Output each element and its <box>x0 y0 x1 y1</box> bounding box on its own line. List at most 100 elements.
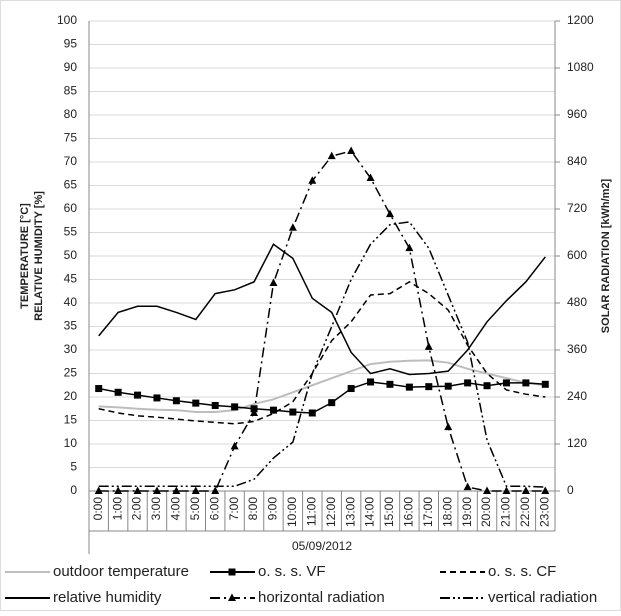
marker <box>308 176 317 184</box>
y-tick-label: 85 <box>64 84 78 98</box>
y2-tick-label: 240 <box>567 389 587 403</box>
legend-label: relative humidity <box>53 589 162 606</box>
marker <box>172 486 181 494</box>
y-tick-label: 20 <box>64 389 78 403</box>
marker <box>228 568 236 576</box>
y2-tick-label: 360 <box>567 342 587 356</box>
marker <box>327 151 336 160</box>
marker <box>228 593 236 601</box>
y2-tick-label: 0 <box>567 483 574 497</box>
x-tick-label: 12:00 <box>324 497 338 527</box>
marker <box>502 486 511 494</box>
marker <box>114 486 123 494</box>
y-tick-label: 50 <box>64 248 78 262</box>
x-tick-label: 21:00 <box>499 497 513 527</box>
series-line <box>98 280 546 425</box>
marker <box>463 482 472 491</box>
series-line <box>98 243 546 376</box>
y-tick-label: 25 <box>64 366 78 380</box>
marker <box>230 441 239 450</box>
x-tick-label: 7:00 <box>227 497 241 521</box>
marker <box>347 146 356 155</box>
marker <box>502 379 510 387</box>
y-tick-label: 30 <box>64 342 78 356</box>
x-tick-label: 6:00 <box>207 497 221 521</box>
marker <box>464 379 472 387</box>
marker <box>522 379 530 387</box>
y-tick-label: 55 <box>64 225 78 239</box>
y-tick-label: 0 <box>70 483 77 497</box>
marker <box>385 209 394 218</box>
legend-label: o. s. s. VF <box>258 563 326 580</box>
y-tick-label: 5 <box>70 460 77 474</box>
marker <box>425 383 433 391</box>
marker <box>152 486 161 494</box>
series-line <box>98 150 546 492</box>
legend-label: outdoor temperature <box>53 563 189 580</box>
legend-label: horizontal radiation <box>258 589 385 606</box>
x-tick-label: 14:00 <box>363 497 377 527</box>
x-tick-label: 9:00 <box>266 497 280 521</box>
marker <box>269 406 277 414</box>
y-tick-label: 15 <box>64 413 78 427</box>
marker <box>444 422 453 431</box>
x-tick-label: 0:00 <box>91 497 105 521</box>
marker <box>134 391 142 399</box>
x-tick-label: 11:00 <box>304 497 318 526</box>
x-tick-label: 4:00 <box>169 497 183 521</box>
y2-label: SOLAR RADIATION [kWh/m2] <box>600 178 612 333</box>
y-tick-label: 100 <box>57 13 77 27</box>
x-tick-label: 22:00 <box>518 497 532 527</box>
marker <box>269 278 278 287</box>
marker <box>211 486 220 494</box>
marker <box>288 223 297 231</box>
x-tick-label: 19:00 <box>460 497 474 527</box>
y-tick-label: 70 <box>64 154 78 168</box>
y-tick-label: 60 <box>64 201 78 215</box>
x-tick-label: 17:00 <box>421 497 435 527</box>
y2-tick-label: 1200 <box>567 13 594 27</box>
x-tick-label: 15:00 <box>382 497 396 527</box>
x-tick-label: 5:00 <box>188 497 202 521</box>
y2-tick-label: 120 <box>567 436 587 450</box>
y-label: TEMPERATURE [°C] <box>19 203 31 309</box>
y-tick-label: 75 <box>64 131 78 145</box>
y-tick-label: 95 <box>64 37 78 51</box>
y2-tick-label: 840 <box>567 154 587 168</box>
series-line <box>98 359 546 414</box>
marker <box>444 382 452 390</box>
x-tick-label: 18:00 <box>440 497 454 527</box>
x-label: 05/09/2012 <box>292 539 352 553</box>
marker <box>405 243 414 252</box>
legend-label: vertical radiation <box>488 589 597 606</box>
marker <box>192 399 200 407</box>
x-tick-label: 16:00 <box>402 497 416 527</box>
y-tick-label: 45 <box>64 272 78 286</box>
marker <box>191 486 200 494</box>
y2-tick-label: 960 <box>567 107 587 121</box>
marker <box>483 486 492 494</box>
marker <box>94 486 103 494</box>
marker <box>231 403 239 411</box>
marker <box>95 385 103 393</box>
y-tick-label: 90 <box>64 60 78 74</box>
x-tick-label: 3:00 <box>149 497 163 521</box>
x-tick-label: 23:00 <box>537 497 551 527</box>
y-label: RELATIVE HUMIDITY [%] <box>33 191 45 321</box>
marker <box>541 380 549 388</box>
marker <box>153 394 161 402</box>
y2-tick-label: 480 <box>567 295 587 309</box>
y2-tick-label: 600 <box>567 248 587 262</box>
marker <box>424 342 433 350</box>
marker <box>211 401 219 409</box>
marker <box>347 385 355 393</box>
y-tick-label: 40 <box>64 295 78 309</box>
x-tick-label: 10:00 <box>285 497 299 527</box>
y-tick-label: 10 <box>64 436 78 450</box>
x-tick-label: 20:00 <box>479 497 493 527</box>
y-tick-label: 65 <box>64 178 78 192</box>
marker <box>386 380 394 388</box>
marker <box>308 409 316 417</box>
y2-tick-label: 720 <box>567 201 587 215</box>
